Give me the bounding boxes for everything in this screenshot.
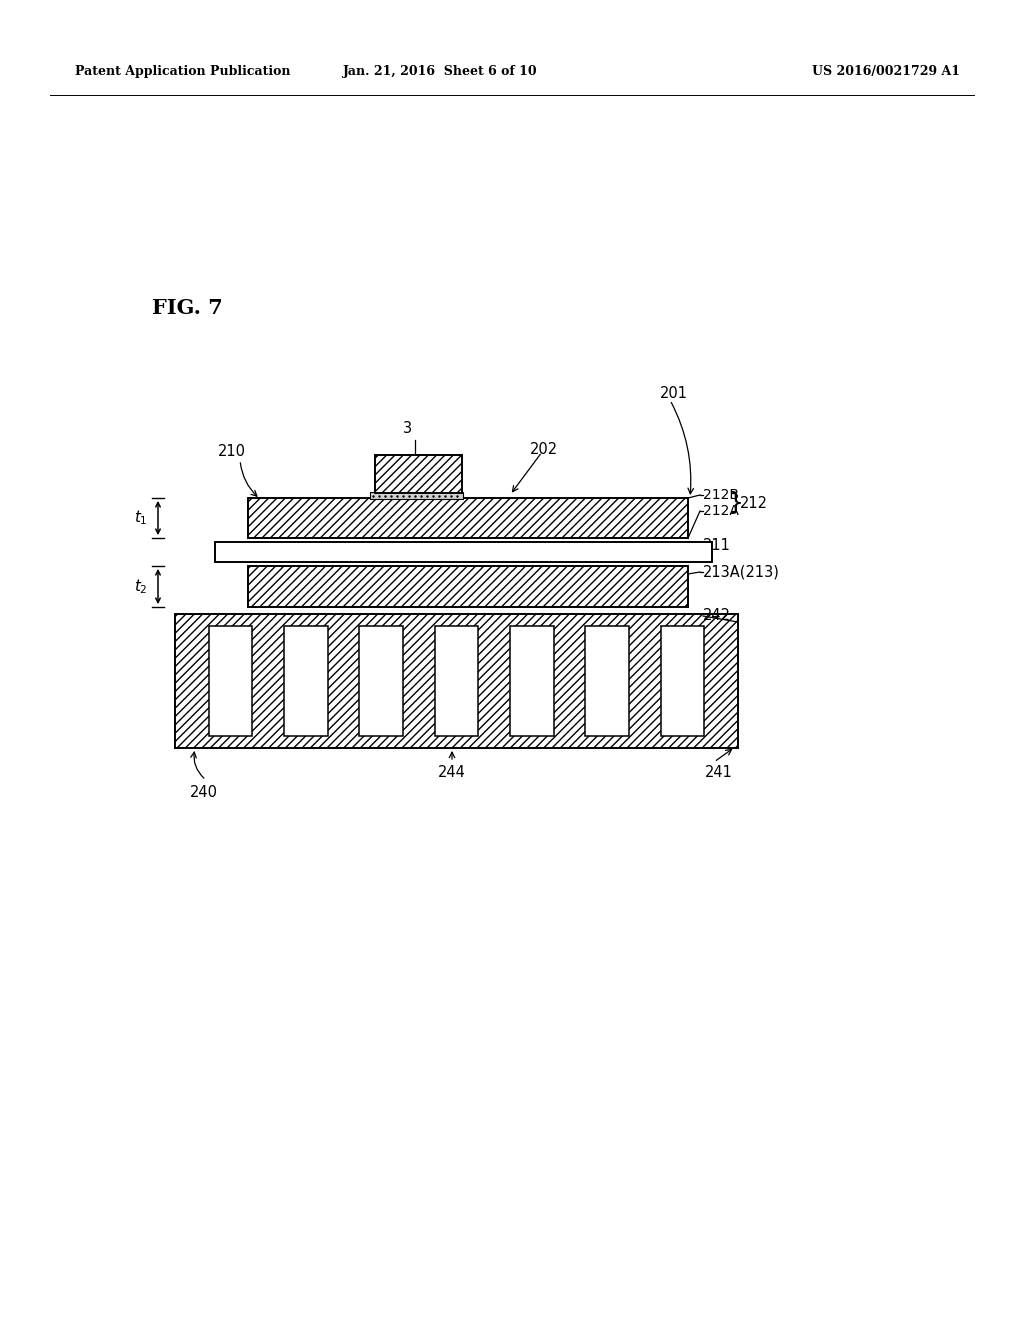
Bar: [215, 543, 712, 562]
Bar: [660, 626, 705, 737]
Bar: [434, 626, 478, 737]
Text: 244: 244: [438, 766, 466, 780]
Bar: [284, 626, 328, 737]
Text: Patent Application Publication: Patent Application Publication: [75, 66, 291, 78]
Text: }: }: [728, 491, 744, 515]
Bar: [248, 566, 688, 607]
Text: 212A: 212A: [703, 504, 739, 517]
Text: 212B: 212B: [703, 488, 739, 502]
Text: 242: 242: [703, 609, 731, 623]
Bar: [370, 492, 463, 499]
Bar: [586, 626, 629, 737]
Text: 211: 211: [703, 539, 731, 553]
Bar: [375, 455, 462, 492]
Bar: [248, 498, 688, 539]
Text: 3: 3: [403, 421, 413, 436]
Text: 201: 201: [660, 385, 688, 400]
Text: FIG. 7: FIG. 7: [152, 298, 223, 318]
Text: $t_2$: $t_2$: [134, 577, 148, 595]
Text: 212: 212: [740, 495, 768, 511]
Text: Jan. 21, 2016  Sheet 6 of 10: Jan. 21, 2016 Sheet 6 of 10: [343, 66, 538, 78]
Text: US 2016/0021729 A1: US 2016/0021729 A1: [812, 66, 961, 78]
Text: 213A(213): 213A(213): [703, 565, 780, 579]
Bar: [359, 626, 403, 737]
Text: 202: 202: [530, 441, 558, 457]
Text: 241: 241: [705, 766, 733, 780]
Text: 240: 240: [190, 785, 218, 800]
Bar: [510, 626, 554, 737]
Text: $t_1$: $t_1$: [134, 508, 148, 528]
Bar: [209, 626, 253, 737]
Bar: [175, 614, 738, 748]
Text: 210: 210: [218, 445, 246, 459]
